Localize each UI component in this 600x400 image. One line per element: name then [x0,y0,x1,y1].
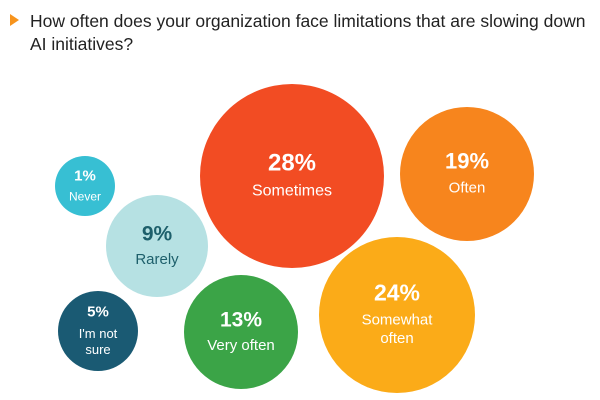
bubble-value-never: 1% [74,167,96,184]
bubble-value-very-often: 13% [220,308,262,331]
bubble-circle-rarely [106,195,208,297]
bubble-label-never: Never [69,190,101,204]
bubble-circle-somewhat-often [319,237,475,393]
title-marker-icon [10,14,19,26]
bubble-never: 1% Never [55,156,115,216]
bubble-circle-never [55,156,115,216]
bubble-label-rarely: Rarely [135,251,179,268]
bubble-somewhat-often: 24% Somewhat often [319,237,475,393]
bubble-circle-i-m-not-sure [58,291,138,371]
bubble-very-often: 13% Very often [184,275,298,389]
bubble-sometimes: 28% Sometimes [200,84,384,268]
bubble-value-rarely: 9% [142,222,173,245]
bubble-circle-often [400,107,534,241]
bubble-rarely: 9% Rarely [106,195,208,297]
chart-title: How often does your organization face li… [30,11,586,54]
bubble-label-somewhat-often-2: often [380,330,413,347]
bubble-label-i-m-not-sure-1: I'm not [79,326,118,341]
bubble-value-i-m-not-sure: 5% [87,304,109,321]
bubble-label-often: Often [449,179,486,196]
bubble-value-somewhat-often: 24% [374,280,420,306]
bubble-label-i-m-not-sure-2: sure [85,342,110,357]
bubble-value-often: 19% [445,149,489,174]
bubble-often: 19% Often [400,107,534,241]
bubble-circle-very-often [184,275,298,389]
bubble-label-somewhat-often-1: Somewhat [362,311,434,328]
chart-title-block: How often does your organization face li… [10,10,595,56]
bubble-label-very-often: Very often [207,337,275,354]
bubble-value-sometimes: 28% [268,150,316,177]
bubble-circle-sometimes [200,84,384,268]
bubble-label-sometimes: Sometimes [252,183,332,200]
